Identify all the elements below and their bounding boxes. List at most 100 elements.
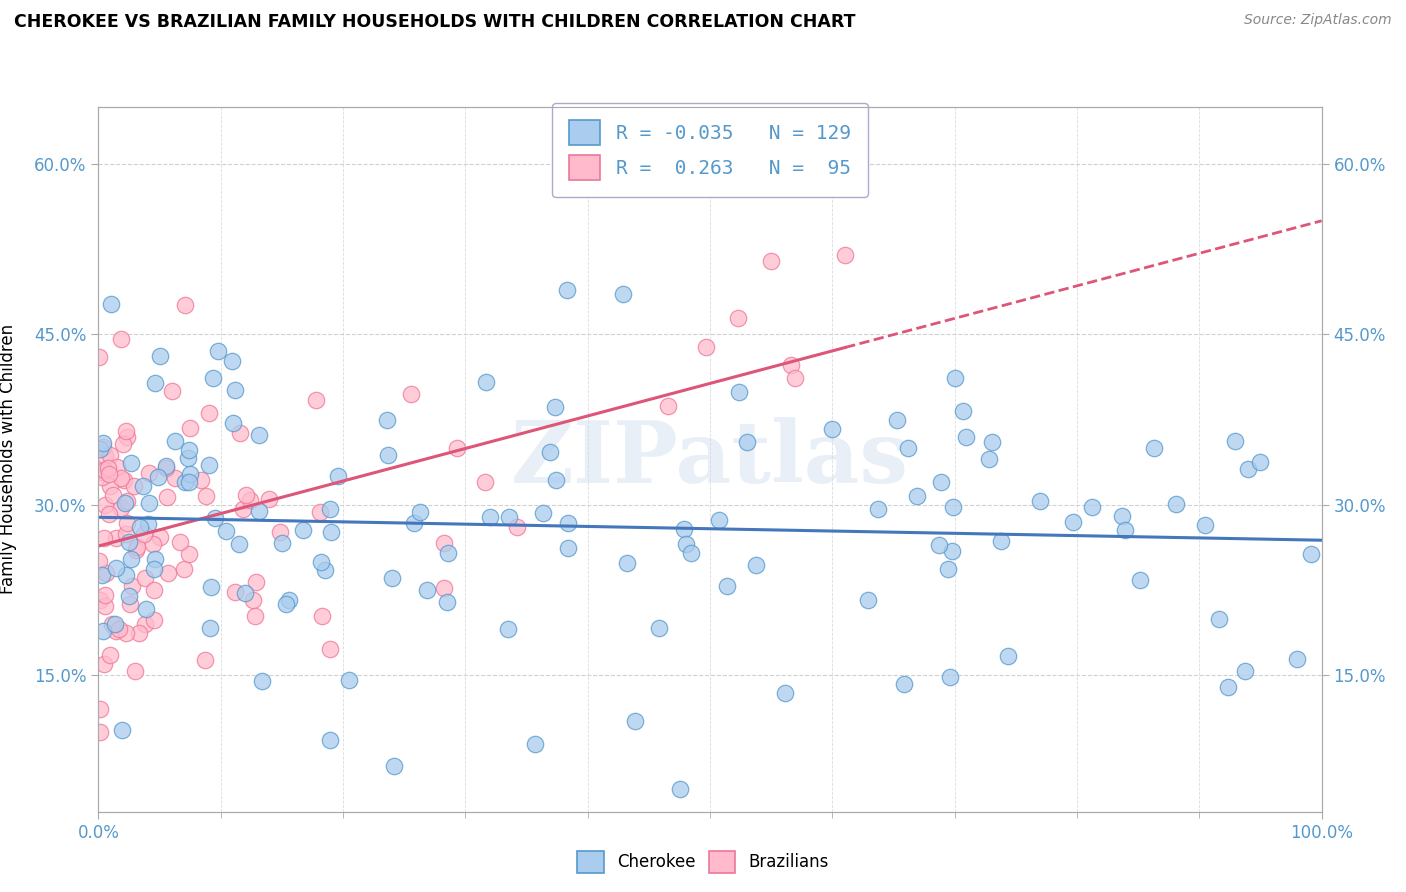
Point <box>309 555 332 569</box>
Point <box>893 677 915 691</box>
Point <box>104 617 127 632</box>
Point <box>156 566 179 580</box>
Point <box>931 475 953 489</box>
Point <box>149 349 172 363</box>
Point <box>314 563 336 577</box>
Point <box>276 597 298 611</box>
Point <box>437 546 460 560</box>
Point <box>834 248 856 262</box>
Point <box>131 479 153 493</box>
Point <box>163 471 186 485</box>
Point <box>728 384 751 399</box>
Point <box>228 537 250 551</box>
Point <box>939 670 962 684</box>
Point <box>89 442 111 456</box>
Point <box>544 400 567 414</box>
Point <box>105 561 128 575</box>
Point <box>91 435 114 450</box>
Point <box>695 339 717 353</box>
Point <box>91 624 114 638</box>
Point <box>309 504 332 518</box>
Point <box>97 507 120 521</box>
Point <box>207 343 229 358</box>
Point <box>498 510 520 524</box>
Point <box>657 400 679 414</box>
Point <box>905 489 928 503</box>
Point <box>200 621 222 635</box>
Point <box>89 554 111 568</box>
Point <box>138 467 160 481</box>
Point <box>143 376 166 390</box>
Point <box>1223 434 1246 449</box>
Point <box>247 427 270 442</box>
Point <box>194 653 217 667</box>
Point <box>89 702 111 716</box>
Point <box>955 430 977 444</box>
Point <box>114 495 136 509</box>
Point <box>173 475 195 489</box>
Point <box>145 552 167 566</box>
Point <box>245 574 267 589</box>
Point <box>679 546 702 560</box>
Point <box>979 451 1001 466</box>
Point <box>94 566 117 581</box>
Point <box>716 579 738 593</box>
Point <box>1194 517 1216 532</box>
Point <box>1029 493 1052 508</box>
Point <box>1285 651 1308 665</box>
Point <box>89 592 111 607</box>
Point <box>981 435 1004 450</box>
Point <box>194 489 217 503</box>
Point <box>1218 680 1240 694</box>
Point <box>292 524 315 538</box>
Point <box>531 506 554 520</box>
Point <box>311 609 333 624</box>
Point <box>125 543 148 558</box>
Point <box>108 622 131 636</box>
Point <box>557 541 579 555</box>
Point <box>201 371 224 385</box>
Point <box>408 505 430 519</box>
Point <box>120 456 142 470</box>
Point <box>198 406 221 420</box>
Point <box>328 469 350 483</box>
Point <box>233 586 256 600</box>
Point <box>1164 497 1187 511</box>
Point <box>479 510 502 524</box>
Point <box>269 524 291 539</box>
Point <box>868 501 890 516</box>
Point <box>122 478 145 492</box>
Point <box>1234 664 1257 678</box>
Point <box>897 442 920 456</box>
Point <box>90 465 112 479</box>
Point <box>155 461 177 475</box>
Point <box>98 648 121 662</box>
Point <box>111 723 134 738</box>
Legend: R = -0.035   N = 129, R =  0.263   N =  95: R = -0.035 N = 129, R = 0.263 N = 95 <box>551 103 869 197</box>
Point <box>941 543 963 558</box>
Point <box>148 470 170 484</box>
Point <box>115 430 138 444</box>
Point <box>557 516 579 531</box>
Point <box>1208 612 1230 626</box>
Point <box>190 473 212 487</box>
Point <box>474 475 496 489</box>
Point <box>229 425 252 440</box>
Point <box>136 517 159 532</box>
Point <box>446 441 468 455</box>
Point <box>942 500 965 514</box>
Point <box>149 529 172 543</box>
Point <box>271 535 294 549</box>
Point <box>278 593 301 607</box>
Point <box>382 759 405 773</box>
Point <box>239 492 262 507</box>
Point <box>433 581 456 595</box>
Point <box>115 425 138 439</box>
Point <box>91 441 114 455</box>
Point <box>745 558 768 572</box>
Point <box>93 449 115 463</box>
Point <box>505 520 527 534</box>
Point <box>160 384 183 398</box>
Point <box>259 492 281 507</box>
Point <box>780 358 803 372</box>
